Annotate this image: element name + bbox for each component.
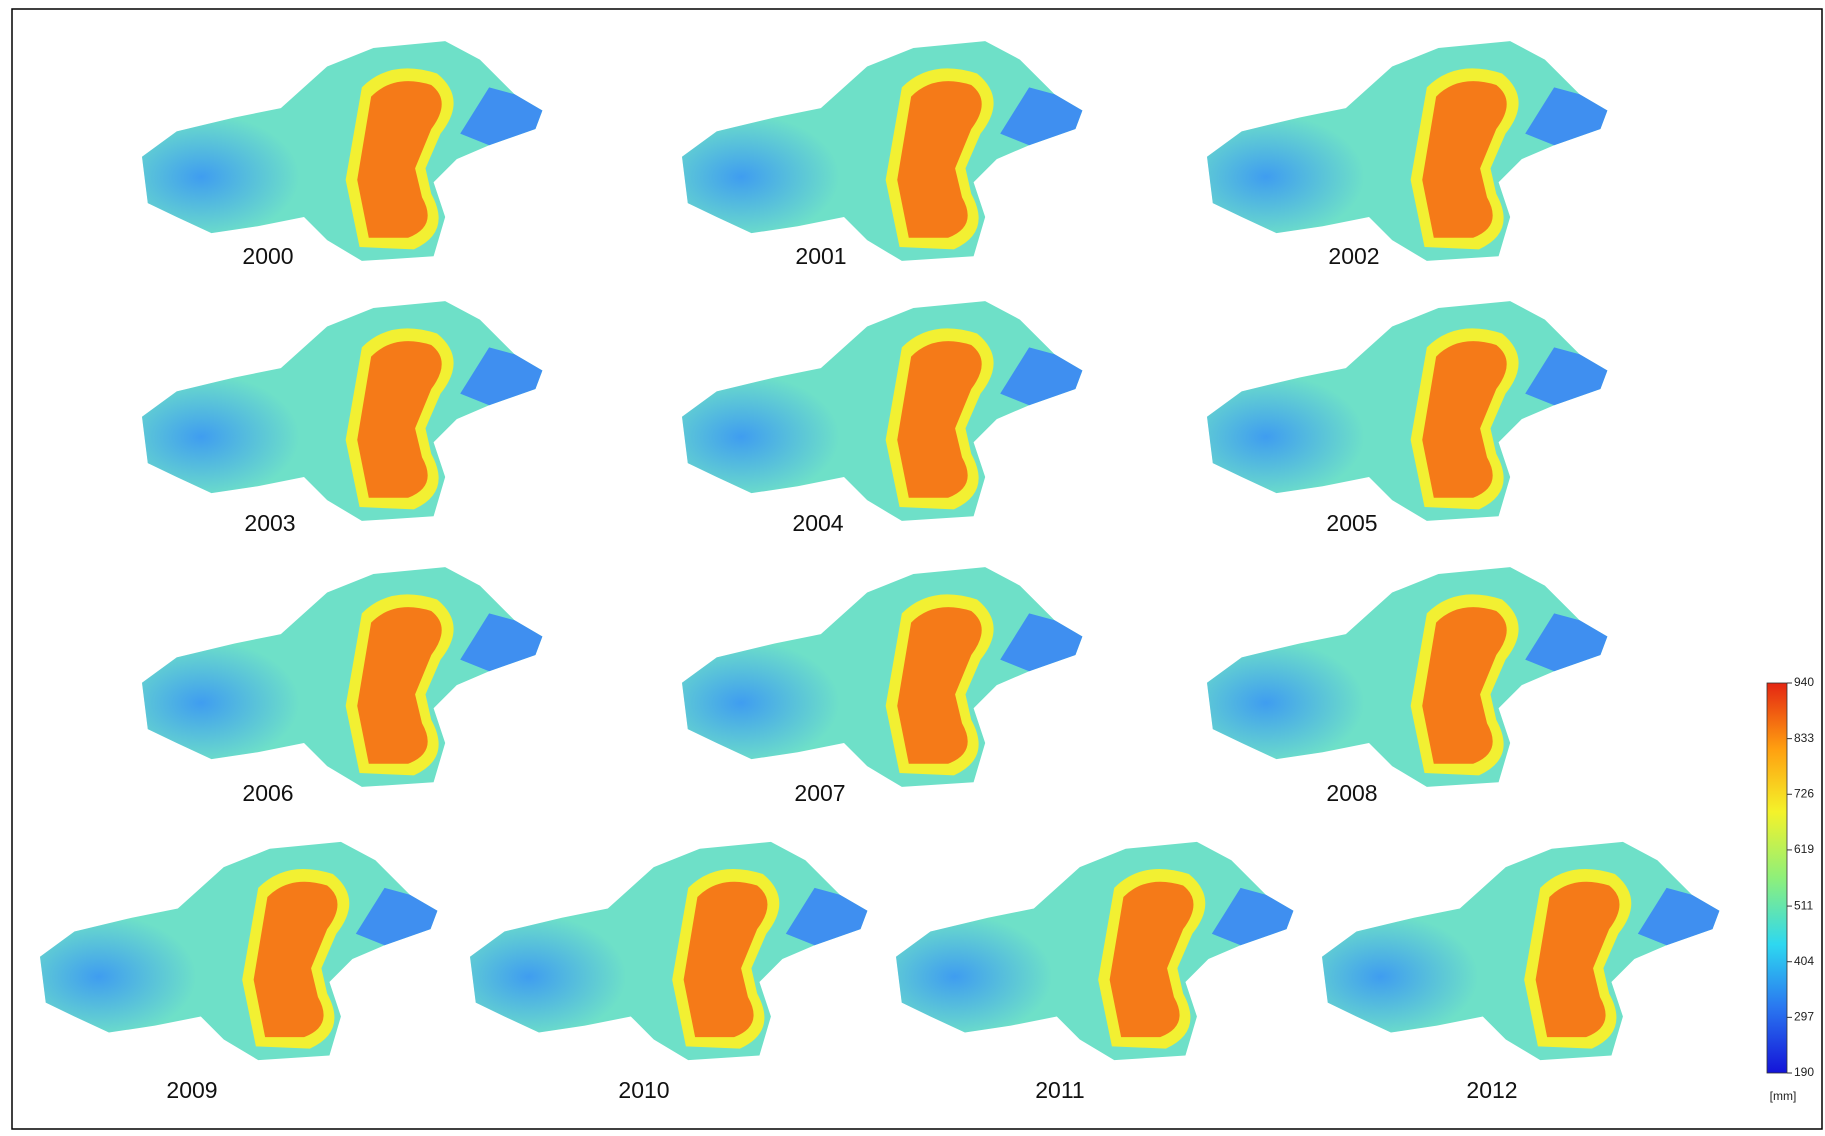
map-label: 2006 (242, 780, 293, 806)
map-label: 2002 (1328, 243, 1379, 269)
basin-map (1322, 841, 1720, 1061)
map-label: 2004 (792, 510, 843, 536)
basin-map (896, 841, 1294, 1061)
colorbar-unit: [mm] (1770, 1089, 1797, 1103)
colorbar (1766, 682, 1788, 1074)
map-label: 2012 (1466, 1077, 1517, 1103)
basin-map (682, 41, 1083, 261)
colorbar-tick-label: 833 (1794, 731, 1814, 745)
basin-map (1207, 567, 1608, 787)
map-label: 2005 (1326, 510, 1377, 536)
map-label: 2001 (795, 243, 846, 269)
colorbar-tick-label: 619 (1794, 842, 1814, 856)
colorbar-tick-label: 297 (1794, 1010, 1814, 1024)
map-label: 2008 (1326, 780, 1377, 806)
colorbar-tick-label: 940 (1794, 675, 1814, 689)
basin-map (682, 301, 1083, 521)
map-label: 2009 (166, 1077, 217, 1103)
basin-map (142, 567, 543, 787)
basin-map (142, 301, 543, 521)
basin-map (1207, 41, 1608, 261)
map-label: 2010 (618, 1077, 669, 1103)
colorbar-tick-label: 404 (1794, 954, 1814, 968)
colorbar-tick-label: 190 (1794, 1065, 1814, 1079)
basin-map (682, 567, 1083, 787)
frame (11, 8, 1823, 1130)
basin-map (1207, 301, 1608, 521)
map-label: 2011 (1035, 1077, 1084, 1103)
basin-map (40, 841, 438, 1061)
colorbar-tick-label: 726 (1794, 786, 1814, 800)
map-label: 2000 (242, 243, 293, 269)
basin-map (470, 841, 868, 1061)
map-label: 2007 (794, 780, 845, 806)
map-label: 2003 (244, 510, 295, 536)
colorbar-tick-label: 511 (1794, 898, 1813, 912)
basin-map (142, 41, 543, 261)
